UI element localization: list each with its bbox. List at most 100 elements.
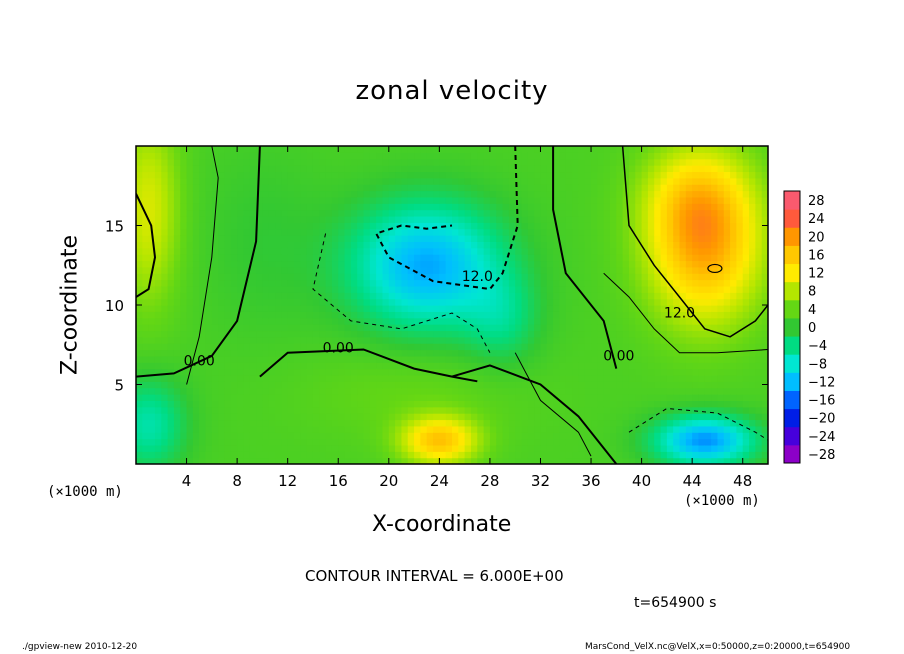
field-cell bbox=[692, 362, 700, 370]
field-cell bbox=[730, 374, 737, 382]
field-cell bbox=[610, 362, 617, 370]
field-cell bbox=[553, 444, 561, 452]
field-cell bbox=[224, 298, 232, 306]
field-cell bbox=[698, 324, 706, 332]
field-cell bbox=[325, 330, 333, 338]
field-cell bbox=[154, 184, 162, 192]
field-cell bbox=[154, 273, 162, 281]
field-cell bbox=[325, 177, 333, 185]
field-cell bbox=[344, 355, 352, 363]
field-cell bbox=[180, 425, 188, 433]
field-cell bbox=[755, 273, 763, 281]
field-cell bbox=[338, 184, 346, 192]
field-cell bbox=[180, 146, 188, 153]
field-cell bbox=[521, 190, 529, 198]
field-cell bbox=[591, 146, 598, 153]
field-cell bbox=[319, 444, 327, 452]
field-cell bbox=[249, 215, 257, 223]
field-cell bbox=[565, 241, 573, 249]
field-cell bbox=[262, 203, 270, 211]
field-cell bbox=[679, 266, 687, 274]
field-cell bbox=[685, 273, 693, 281]
field-cell bbox=[262, 241, 270, 249]
field-cell bbox=[167, 279, 175, 287]
field-cell bbox=[350, 324, 358, 332]
field-cell bbox=[572, 146, 579, 153]
field-cell bbox=[641, 317, 649, 325]
field-cell bbox=[477, 311, 485, 319]
field-cell bbox=[635, 330, 643, 338]
field-cell bbox=[369, 330, 377, 338]
field-cell bbox=[275, 330, 282, 338]
field-cell bbox=[635, 209, 643, 217]
field-cell bbox=[483, 215, 491, 223]
field-cell bbox=[211, 228, 219, 236]
field-cell bbox=[603, 247, 611, 255]
field-cell bbox=[559, 355, 567, 363]
field-cell bbox=[610, 451, 617, 459]
field-cell bbox=[464, 413, 472, 421]
field-cell bbox=[357, 305, 365, 312]
field-cell bbox=[369, 432, 377, 440]
field-cell bbox=[300, 209, 308, 217]
field-cell bbox=[591, 254, 598, 262]
field-cell bbox=[136, 152, 143, 160]
field-cell bbox=[673, 146, 681, 153]
field-cell bbox=[553, 387, 561, 395]
field-cell bbox=[331, 215, 339, 223]
field-cell bbox=[312, 241, 320, 249]
field-cell bbox=[521, 400, 529, 408]
field-cell bbox=[237, 349, 245, 357]
field-cell bbox=[515, 432, 523, 440]
field-cell bbox=[395, 457, 403, 464]
field-cell bbox=[704, 184, 712, 192]
field-cell bbox=[426, 222, 434, 230]
field-cell bbox=[338, 317, 346, 325]
field-cell bbox=[243, 451, 251, 459]
field-cell bbox=[654, 343, 662, 351]
field-cell bbox=[287, 260, 295, 268]
field-cell bbox=[407, 254, 415, 262]
field-cell bbox=[407, 203, 415, 211]
field-cell bbox=[382, 343, 390, 351]
field-cell bbox=[161, 349, 169, 357]
field-cell bbox=[243, 387, 251, 395]
field-cell bbox=[142, 203, 150, 211]
field-cell bbox=[584, 381, 592, 389]
field-cell bbox=[395, 324, 403, 332]
field-cell bbox=[591, 165, 598, 173]
field-cell bbox=[262, 292, 270, 300]
field-cell bbox=[243, 324, 251, 332]
field-cell bbox=[420, 222, 428, 230]
field-cell bbox=[281, 241, 289, 249]
field-cell bbox=[610, 330, 617, 338]
field-cell bbox=[357, 457, 365, 464]
field-cell bbox=[698, 457, 706, 464]
field-cell bbox=[363, 266, 371, 274]
field-cell bbox=[508, 438, 516, 446]
field-cell bbox=[641, 311, 649, 319]
field-cell bbox=[186, 305, 194, 312]
field-cell bbox=[407, 292, 415, 300]
field-cell bbox=[572, 387, 579, 395]
field-cell bbox=[603, 324, 611, 332]
field-cell bbox=[401, 235, 409, 242]
field-cell bbox=[546, 406, 554, 414]
field-cell bbox=[268, 425, 276, 433]
field-cell bbox=[369, 400, 377, 408]
field-cell bbox=[350, 355, 358, 363]
field-cell bbox=[565, 222, 573, 230]
field-cell bbox=[205, 336, 213, 344]
field-cell bbox=[572, 165, 579, 173]
field-cell bbox=[249, 165, 257, 173]
field-cell bbox=[161, 266, 169, 274]
field-cell bbox=[439, 374, 447, 382]
field-cell bbox=[325, 292, 333, 300]
field-cell bbox=[578, 177, 586, 185]
field-cell bbox=[205, 413, 213, 421]
field-cell bbox=[249, 196, 257, 204]
field-cell bbox=[414, 400, 421, 408]
field-cell bbox=[199, 235, 207, 242]
field-cell bbox=[325, 171, 333, 179]
field-cell bbox=[363, 203, 371, 211]
